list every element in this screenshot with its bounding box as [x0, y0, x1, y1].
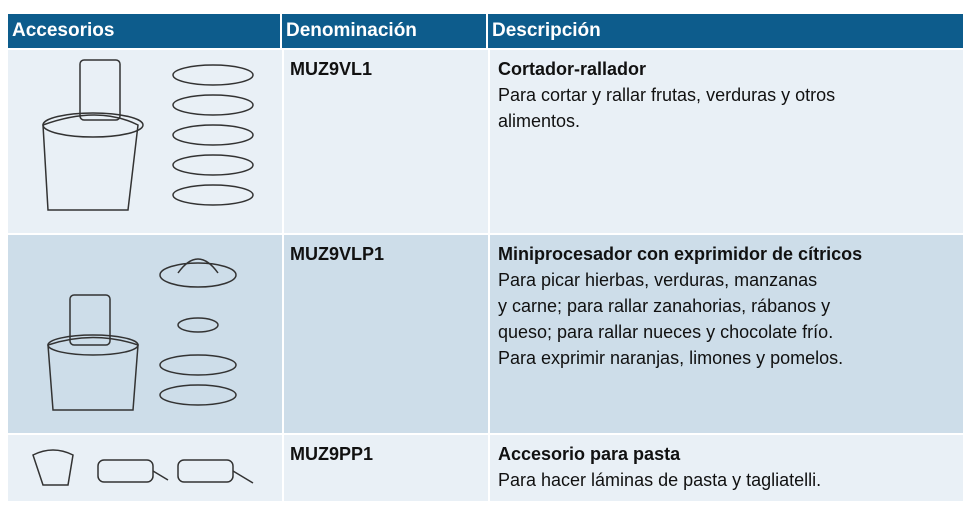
line: y carne; para rallar zanahorias, rábanos… [498, 296, 831, 316]
description: Miniprocesador con exprimidor de cítrico… [490, 235, 963, 433]
illustration [32, 449, 254, 486]
image-cell [8, 235, 284, 433]
image-cell [8, 435, 284, 501]
code: MUZ9PP1 [284, 435, 490, 501]
accessory-table: Accesorios Denominación Descripción MUZ9… [8, 14, 963, 503]
line: Para picar hierbas, verduras, manzanas [498, 270, 818, 290]
line: Para cortar y rallar frutas, verduras y … [498, 85, 836, 105]
table-row: MUZ9VL1 Cortador-rallador Para cortar y … [8, 50, 963, 235]
header-cell: Descripción [492, 20, 601, 41]
line: Para hacer láminas de pasta y tagliatell… [498, 470, 822, 490]
table-row: MUZ9PP1 Accesorio para pasta Para hacer … [8, 435, 963, 503]
line: Para exprimir naranjas, limones y pomelo… [498, 348, 844, 368]
line: alimentos. [498, 111, 581, 131]
line: queso; para rallar nueces y chocolate fr… [498, 322, 834, 342]
illustration [42, 59, 254, 211]
description: Accesorio para pasta Para hacer láminas … [490, 435, 963, 501]
table-row: MUZ9VLP1 Miniprocesador con exprimidor d… [8, 235, 963, 435]
image-cell [8, 50, 284, 233]
code: MUZ9VL1 [284, 50, 490, 233]
title: Accesorio para pasta [498, 444, 681, 464]
title: Miniprocesador con exprimidor de cítrico… [498, 244, 863, 264]
header-row: Accesorios Denominación Descripción [8, 14, 963, 50]
title: Cortador-rallador [498, 59, 647, 79]
header-cell: Accesorios [8, 14, 282, 48]
description: Cortador-rallador Para cortar y rallar f… [490, 50, 963, 233]
header-cell: Denominación [282, 14, 488, 48]
illustration [47, 258, 237, 411]
code: MUZ9VLP1 [284, 235, 490, 433]
